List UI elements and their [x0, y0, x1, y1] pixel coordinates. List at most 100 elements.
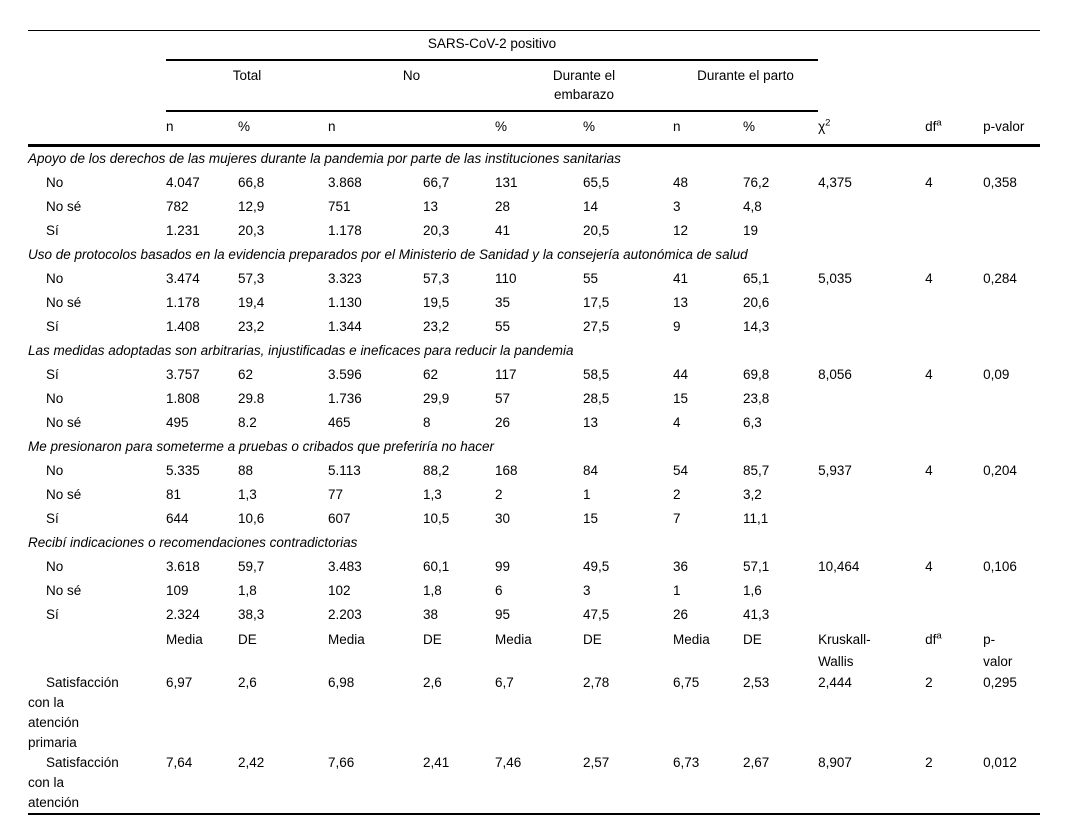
cell: 13 [423, 199, 439, 214]
cell: 782 [166, 199, 189, 214]
cell: 6,3 [743, 415, 762, 430]
column-header-row: n % n % % n % χ2 dfa p-valor [28, 111, 1041, 147]
cell [925, 603, 983, 627]
row-label: No sé [46, 199, 82, 214]
table-row: Satisfacción con la atención primaria 6,9… [28, 673, 1040, 753]
cell: 2,67 [743, 755, 770, 770]
cell: 607 [328, 511, 351, 526]
cell: 20,5 [583, 223, 610, 238]
cell: 2 [925, 675, 933, 690]
cell [818, 603, 925, 627]
results-table: SARS-CoV-2 positivo Total No Durante el … [28, 30, 1041, 815]
table-row: No 5.335 88 5.113 88,2 168 84 54 85,7 5,937 4 0,204 [28, 459, 1040, 483]
cell: 65,1 [743, 271, 770, 286]
cell: 4.047 [166, 175, 200, 190]
cell: p- valor [983, 632, 1013, 669]
cell: dfa [925, 630, 942, 647]
cell: 7,46 [495, 755, 522, 770]
cell: 6,7 [495, 675, 514, 690]
cell: 3.868 [328, 175, 362, 190]
cell: 11,1 [743, 511, 769, 526]
cell: 1,3 [423, 487, 442, 502]
cell [983, 603, 1040, 627]
table-row: No sé 1.178 19,4 1.130 19,5 35 17,5 13 20,6 [28, 291, 1040, 315]
row-label: No [46, 463, 64, 478]
cell: 49,5 [583, 559, 610, 574]
cell: 117 [495, 367, 517, 382]
cell [925, 411, 983, 435]
cell: Kruskall- Wallis [818, 632, 871, 669]
table-row: No 3.474 57,3 3.323 57,3 110 55 41 65,1 5,035 4 0,2… [28, 267, 1040, 291]
cell: 3 [673, 199, 681, 214]
cell: 4 [925, 559, 933, 574]
row-label: Satisfacción con la atención primaria [28, 675, 119, 750]
cell: 3,2 [743, 487, 762, 502]
cell [925, 291, 983, 315]
cell: 13 [583, 415, 599, 430]
cell: 2 [673, 487, 681, 502]
cell [925, 387, 983, 411]
row-label: No sé [46, 415, 82, 430]
cell: 19 [743, 223, 759, 238]
cell: 1,8 [238, 583, 257, 598]
section-header: Uso de protocolos basados en la evidenci… [28, 247, 748, 262]
cell: 58,5 [583, 367, 610, 382]
cell [925, 195, 983, 219]
cell: 7,66 [328, 755, 355, 770]
cell: 6 [495, 583, 503, 598]
table-row: No sé 109 1,8 102 1,8 6 3 1 1,6 [28, 579, 1040, 603]
cell: DE [583, 632, 602, 647]
cell: 2,53 [743, 675, 770, 690]
cell: 5,937 [818, 463, 852, 478]
col-header-blank [423, 111, 495, 147]
cell [818, 291, 925, 315]
table-row: No sé 81 1,3 77 1,3 2 1 2 3,2 [28, 483, 1040, 507]
cell: 2,444 [818, 675, 852, 690]
cell: 29.8 [238, 391, 265, 406]
table-row: Satisfacción con la atención 7,64 2,42 7,66… [28, 753, 1040, 814]
cell: 26 [495, 415, 511, 430]
cell: 19,5 [423, 295, 450, 310]
cell: 5,035 [818, 271, 852, 286]
section-row: Apoyo de los derechos de las mujeres dur… [28, 146, 1040, 172]
spanner-title: SARS-CoV-2 positivo [166, 30, 819, 61]
cell: 38 [423, 607, 439, 622]
cell: 59,7 [238, 559, 265, 574]
cell: 62 [238, 367, 254, 382]
cell: 2 [925, 755, 933, 770]
cell: 44 [673, 367, 689, 382]
cell: 15 [583, 511, 599, 526]
cell: 3.618 [166, 559, 200, 574]
cell: 81 [166, 487, 182, 502]
cell: 168 [495, 463, 518, 478]
cell [925, 507, 983, 531]
cell: 88,2 [423, 463, 450, 478]
cell [818, 483, 925, 507]
row-label: No [46, 271, 64, 286]
cell: 4 [925, 271, 933, 286]
section-header: Recibí indicaciones o recomendaciones co… [28, 535, 358, 550]
col-header-n-no: n [328, 111, 423, 147]
cell: 6,98 [328, 675, 355, 690]
cell: 2,41 [423, 755, 450, 770]
cell: 1,6 [743, 583, 762, 598]
cell: 4 [673, 415, 681, 430]
section-header: Me presionaron para someterme a pruebas … [28, 439, 495, 454]
cell [983, 195, 1040, 219]
group-header-total: Total [166, 60, 328, 112]
row-label: Sí [46, 223, 59, 238]
spacer-cell [818, 60, 1040, 111]
cell: 0,204 [983, 463, 1017, 478]
cell: 15 [673, 391, 689, 406]
cell: 85,7 [743, 463, 770, 478]
col-header-pct-1: % [495, 111, 583, 147]
cell: 54 [673, 463, 689, 478]
cell: 6,73 [673, 755, 700, 770]
cell: 110 [495, 271, 517, 286]
section-header: Las medidas adoptadas son arbitrarias, i… [28, 343, 574, 358]
cell: 8.2 [238, 415, 257, 430]
cell: 4 [925, 463, 933, 478]
cell: 0,295 [983, 675, 1017, 690]
cell: 2.203 [328, 607, 362, 622]
